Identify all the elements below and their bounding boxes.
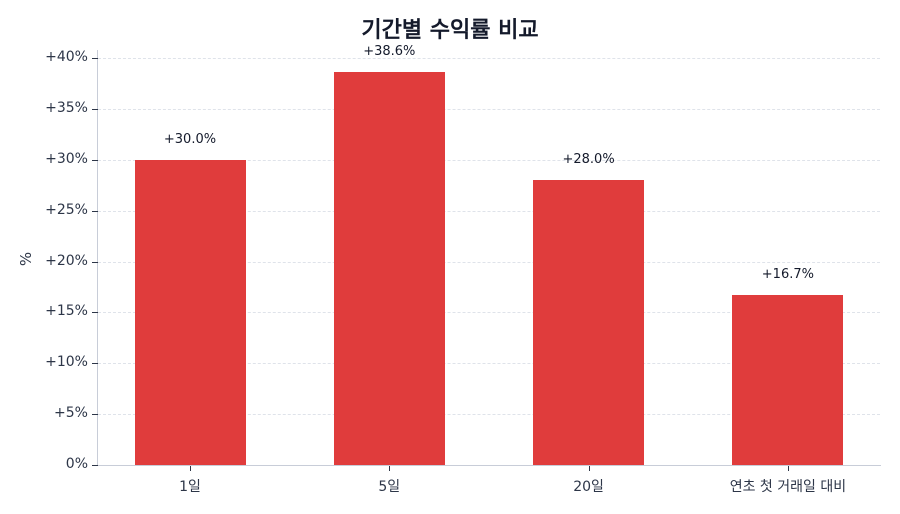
y-tick bbox=[92, 58, 98, 59]
y-axis-line bbox=[97, 50, 98, 466]
x-tick bbox=[588, 466, 590, 471]
y-tick bbox=[92, 465, 98, 466]
y-tick-label: +30% bbox=[45, 150, 88, 167]
y-tick bbox=[92, 210, 98, 212]
bar-value-label: +28.0% bbox=[562, 152, 615, 168]
bar bbox=[333, 72, 445, 465]
x-axis-line bbox=[97, 465, 881, 466]
y-tick bbox=[92, 414, 98, 416]
bar-value-label: +38.6% bbox=[363, 44, 416, 60]
gridline bbox=[98, 261, 880, 263]
y-tick-label: +20% bbox=[45, 252, 88, 269]
bar bbox=[134, 159, 246, 465]
gridline bbox=[98, 363, 880, 365]
gridline bbox=[98, 312, 880, 314]
y-tick bbox=[92, 261, 98, 263]
x-tick-label: 20일 bbox=[573, 479, 604, 495]
gridline bbox=[98, 108, 880, 110]
y-tick-label: +5% bbox=[54, 405, 88, 422]
gridline bbox=[98, 414, 880, 416]
x-tick bbox=[787, 466, 789, 471]
x-tick-label: 5일 bbox=[378, 479, 401, 495]
bar-value-label: +30.0% bbox=[163, 131, 217, 147]
bar bbox=[533, 180, 645, 465]
plot-area bbox=[98, 58, 880, 465]
y-tick bbox=[92, 108, 98, 110]
x-tick bbox=[190, 466, 191, 471]
x-tick-label: 1일 bbox=[179, 479, 201, 495]
gridline bbox=[98, 159, 880, 161]
y-tick-label: +10% bbox=[45, 354, 88, 371]
chart-title: 기간별 수익률 비교 bbox=[361, 18, 539, 43]
y-tick-label: +25% bbox=[45, 201, 88, 218]
y-tick-label: +40% bbox=[45, 49, 88, 65]
y-tick-label: 0% bbox=[65, 456, 88, 472]
x-tick bbox=[389, 466, 391, 471]
y-tick bbox=[92, 159, 98, 161]
y-tick bbox=[92, 363, 98, 365]
x-tick-label: 연초 첫 거래일 대비 bbox=[729, 479, 847, 495]
gridline bbox=[98, 58, 880, 59]
y-tick-label: +35% bbox=[45, 99, 88, 116]
bar-value-label: +16.7% bbox=[761, 267, 814, 283]
gridline bbox=[98, 210, 880, 212]
y-tick bbox=[92, 312, 98, 314]
y-tick-label: +15% bbox=[45, 303, 88, 320]
bar bbox=[732, 295, 844, 465]
